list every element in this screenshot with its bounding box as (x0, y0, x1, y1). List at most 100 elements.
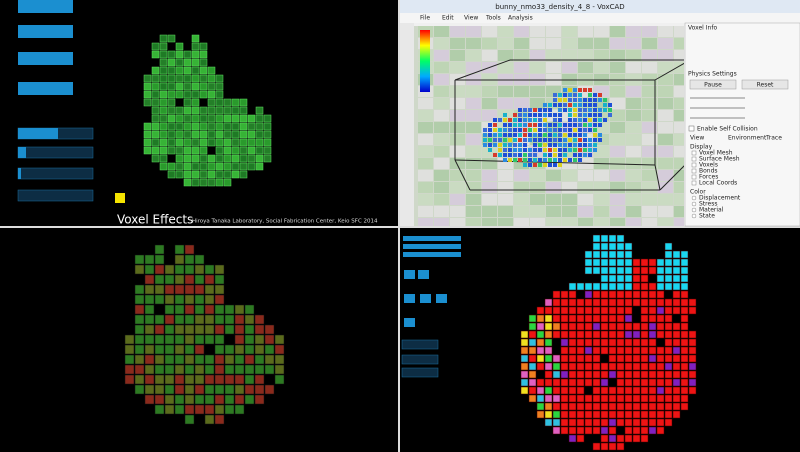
floor-tile (530, 158, 545, 169)
button-label[interactable]: Reset (757, 82, 774, 89)
panel-button[interactable] (401, 367, 439, 378)
voxel (616, 282, 625, 291)
menu-item[interactable]: View (464, 15, 478, 22)
display-item[interactable]: Forces (699, 174, 718, 181)
radio[interactable] (691, 213, 697, 219)
voxel (144, 384, 155, 395)
radio[interactable] (691, 201, 697, 207)
voxel (543, 158, 547, 162)
radio[interactable] (691, 207, 697, 213)
floor-tile (674, 110, 684, 121)
toggle[interactable] (18, 82, 73, 95)
checkbox[interactable] (691, 156, 697, 162)
button[interactable] (420, 294, 431, 303)
checkbox[interactable] (691, 174, 697, 180)
voxel (568, 322, 577, 331)
voxel (536, 322, 545, 331)
voxel (223, 114, 232, 123)
menu-item[interactable]: File (420, 15, 430, 22)
voxel (167, 122, 176, 131)
voxel (254, 334, 265, 345)
voxel (520, 338, 529, 347)
voxel (488, 138, 492, 142)
voxel (560, 298, 569, 307)
tab[interactable]: View (690, 135, 704, 142)
button[interactable] (741, 79, 789, 90)
floor-tile (530, 50, 545, 61)
voxel (680, 290, 689, 299)
slider-track[interactable] (17, 189, 94, 202)
floor-tile (434, 26, 449, 37)
voxel (184, 284, 195, 295)
voxel (600, 282, 609, 291)
floor-tile (578, 38, 593, 49)
voxel (144, 364, 155, 375)
button[interactable] (404, 270, 415, 279)
button[interactable] (418, 270, 429, 279)
display-item[interactable]: Local Coords (699, 180, 737, 187)
voxel (231, 130, 240, 139)
floor-tile (674, 134, 684, 145)
menu-item[interactable]: Edit (442, 15, 454, 22)
voxel (552, 290, 561, 299)
floor-tile (642, 218, 657, 226)
color-item[interactable]: Stress (699, 201, 717, 208)
voxel (648, 330, 657, 339)
voxel (548, 103, 552, 107)
button[interactable] (404, 294, 415, 303)
color-item[interactable]: Material (699, 207, 724, 214)
slider-track[interactable] (17, 146, 94, 159)
display-item[interactable]: Surface Mesh (699, 156, 740, 163)
menu-item[interactable]: Analysis (508, 15, 533, 22)
voxel (648, 410, 657, 419)
voxel (672, 370, 681, 379)
voxel (576, 322, 585, 331)
toggle[interactable] (18, 0, 73, 13)
button[interactable] (404, 318, 415, 327)
checkbox[interactable] (691, 168, 697, 174)
display-item[interactable]: Bonds (699, 168, 718, 175)
voxel (568, 113, 572, 117)
voxel (616, 322, 625, 331)
checkbox-label: Enable Self Collision (697, 126, 758, 133)
checkbox[interactable] (688, 125, 695, 132)
checkbox[interactable] (691, 180, 697, 186)
panel-button[interactable] (401, 354, 439, 365)
panel-button[interactable] (401, 339, 439, 350)
tab[interactable]: Environment (728, 135, 767, 142)
radio[interactable] (691, 195, 697, 201)
toggle[interactable] (18, 25, 73, 38)
slider[interactable] (403, 244, 461, 249)
slider-track[interactable] (17, 167, 94, 180)
button-label[interactable]: Pause (704, 82, 722, 89)
slider[interactable] (403, 236, 461, 241)
voxel (624, 306, 633, 315)
voxel (194, 374, 205, 385)
voxel (600, 290, 609, 299)
tab[interactable]: Trace (765, 135, 782, 142)
floor-tile (418, 194, 433, 205)
voxel (154, 284, 165, 295)
display-item[interactable]: Voxel Mesh (699, 150, 733, 157)
menu-item[interactable]: Tools (485, 15, 501, 22)
voxel (175, 82, 184, 91)
voxel (528, 138, 532, 142)
voxel (568, 370, 577, 379)
color-item[interactable]: Displacement (699, 195, 741, 202)
voxel (568, 123, 572, 127)
floor-tile (450, 134, 465, 145)
voxel (151, 74, 160, 83)
voxel (151, 42, 160, 51)
display-item[interactable]: Voxels (699, 162, 718, 169)
voxel (558, 113, 562, 117)
button[interactable] (689, 79, 737, 90)
floor-tile (530, 134, 545, 145)
toggle[interactable] (18, 52, 73, 65)
voxel (264, 354, 275, 365)
color-item[interactable]: State (699, 213, 715, 220)
button[interactable] (436, 294, 447, 303)
voxel (576, 410, 585, 419)
slider[interactable] (403, 252, 461, 257)
checkbox[interactable] (691, 150, 697, 156)
checkbox[interactable] (691, 162, 697, 168)
